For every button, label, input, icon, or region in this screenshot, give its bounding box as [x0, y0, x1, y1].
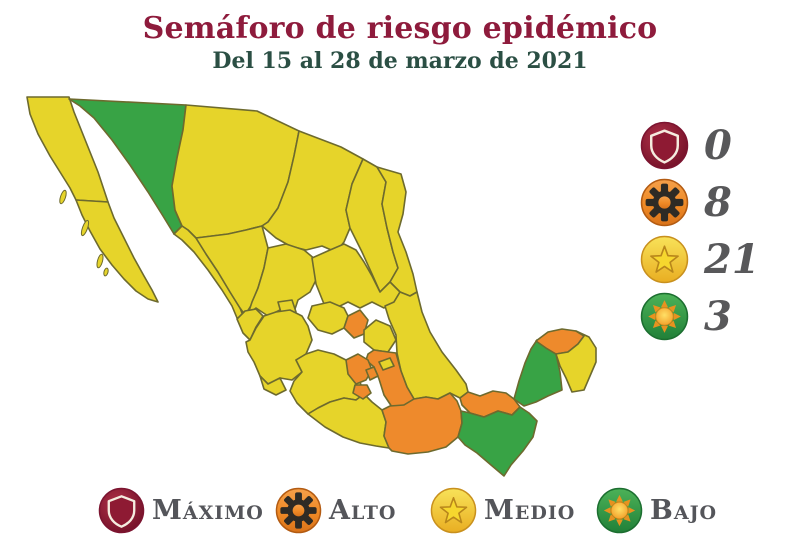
state-quintana-roo: [555, 330, 597, 393]
legend-item-alto: Alto: [275, 486, 396, 534]
count-row-medio: 21: [640, 234, 760, 284]
sun-icon: [596, 487, 643, 534]
star-icon: [640, 235, 689, 284]
state-veracruz: [384, 291, 469, 400]
count-alto: 8: [704, 178, 732, 226]
page-subtitle: Del 15 al 28 de marzo de 2021: [212, 48, 588, 74]
island: [59, 189, 67, 205]
legend-label-alto: Alto: [329, 494, 397, 526]
state-baja-california-sur: [75, 199, 159, 303]
legend-label-bajo: Bajo: [650, 494, 718, 526]
shield-icon: [640, 121, 689, 170]
state-ciudad-de-mexico: [365, 366, 379, 381]
count-medio: 21: [704, 235, 760, 283]
state-guanajuato: [307, 301, 349, 335]
count-maximo: 0: [704, 121, 732, 169]
state-colima: [259, 375, 287, 396]
gear-icon: [640, 178, 689, 227]
header: Semáforo de riesgo epidémico Del 15 al 2…: [0, 12, 800, 74]
state-hidalgo: [363, 319, 397, 353]
gear-icon: [275, 487, 322, 534]
sun-icon: [640, 292, 689, 341]
state-morelos: [352, 384, 372, 400]
page-title: Semáforo de riesgo epidémico: [142, 11, 658, 46]
count-row-alto: 8: [640, 177, 732, 227]
star-icon: [430, 487, 477, 534]
state-chiapas: [457, 406, 538, 477]
state-tlaxcala: [378, 357, 395, 371]
shield-icon: [98, 487, 145, 534]
count-row-maximo: 0: [640, 120, 732, 170]
island: [103, 267, 109, 277]
legend-item-bajo: Bajo: [596, 486, 717, 534]
island: [80, 219, 90, 237]
island: [96, 253, 104, 269]
count-bajo: 3: [704, 292, 732, 340]
count-row-bajo: 3: [640, 291, 732, 341]
legend-label-medio: Medio: [484, 494, 576, 526]
legend-item-maximo: Máximo: [98, 486, 264, 534]
legend-item-medio: Medio: [430, 486, 575, 534]
legend-label-maximo: Máximo: [152, 494, 264, 526]
